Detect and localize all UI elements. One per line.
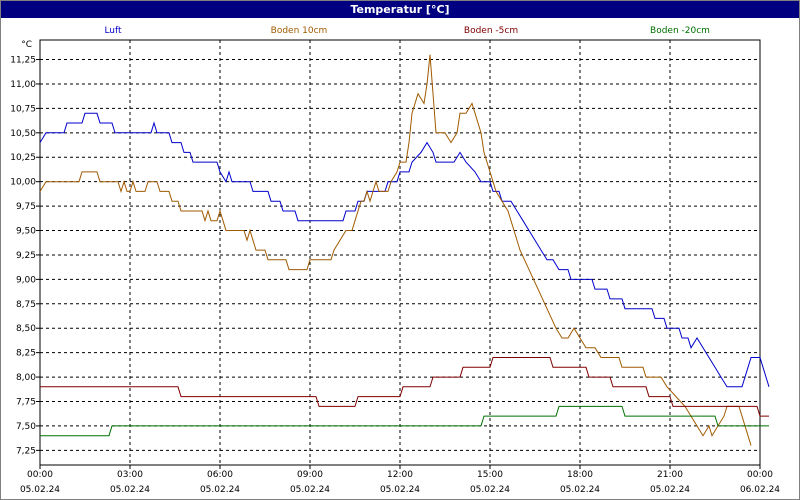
x-tick-date-label: 05.02.24 [290, 485, 330, 495]
y-tick-label: 8,00 [16, 373, 36, 383]
x-tick-time-label: 21:00 [657, 470, 683, 480]
y-tick-label: 11,25 [10, 56, 36, 66]
x-tick-time-label: 06:00 [207, 470, 233, 480]
y-tick-label: 11,00 [10, 80, 36, 90]
y-tick-label: 9,75 [16, 202, 36, 212]
legend-entry: Boden 10cm [271, 26, 328, 36]
y-tick-label: 10,50 [10, 129, 36, 139]
series-line-2 [39, 54, 752, 446]
y-axis-unit-label: °C [21, 40, 32, 50]
x-tick-time-label: 00:00 [747, 470, 773, 480]
x-tick-time-label: 18:00 [567, 470, 593, 480]
x-tick-date-label: 05.02.24 [110, 485, 150, 495]
y-tick-label: 10,25 [10, 153, 36, 163]
y-tick-label: 9,00 [16, 275, 36, 285]
legend-entry: Boden -5cm [464, 26, 518, 36]
x-tick-time-label: 09:00 [297, 470, 323, 480]
y-tick-label: 7,75 [16, 397, 36, 407]
series-line-3 [40, 357, 769, 417]
x-tick-time-label: 00:00 [27, 470, 53, 480]
x-tick-time-label: 03:00 [117, 470, 143, 480]
x-tick-time-label: 12:00 [387, 470, 413, 480]
legend-entry: Boden -20cm [650, 26, 710, 36]
series-line-4 [40, 405, 769, 437]
x-tick-date-label: 05.02.24 [380, 485, 420, 495]
chart-title: Temperatur [°C] [1, 1, 799, 18]
y-tick-label: 8,25 [16, 349, 36, 359]
x-tick-date-label: 05.02.24 [560, 485, 600, 495]
x-tick-date-label: 06.02.24 [740, 485, 780, 495]
y-tick-label: 8,75 [16, 300, 36, 310]
y-tick-label: 10,75 [10, 104, 36, 114]
x-tick-date-label: 05.02.24 [200, 485, 240, 495]
x-tick-date-label: 05.02.24 [650, 485, 690, 495]
y-tick-label: 8,50 [16, 324, 36, 334]
y-tick-label: 9,25 [16, 251, 36, 261]
x-tick-time-label: 15:00 [477, 470, 503, 480]
x-tick-date-label: 05.02.24 [470, 485, 510, 495]
series-line-1 [39, 112, 770, 388]
y-tick-label: 7,50 [16, 422, 36, 432]
y-tick-label: 9,50 [16, 227, 36, 237]
legend-entry: Luft [104, 26, 122, 36]
y-tick-label: 10,00 [10, 178, 36, 188]
y-tick-label: 7,25 [16, 446, 36, 456]
x-tick-date-label: 05.02.24 [20, 485, 60, 495]
